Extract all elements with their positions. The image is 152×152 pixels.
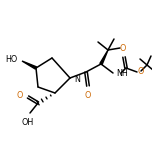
Polygon shape — [100, 50, 108, 65]
Text: O: O — [17, 92, 23, 100]
Text: NH: NH — [116, 69, 128, 78]
Text: N: N — [74, 74, 80, 83]
Text: O: O — [120, 44, 126, 53]
Text: O: O — [85, 91, 91, 100]
Text: HO: HO — [5, 55, 17, 64]
Text: OH: OH — [22, 118, 34, 127]
Text: O: O — [138, 67, 144, 76]
Polygon shape — [22, 61, 37, 69]
